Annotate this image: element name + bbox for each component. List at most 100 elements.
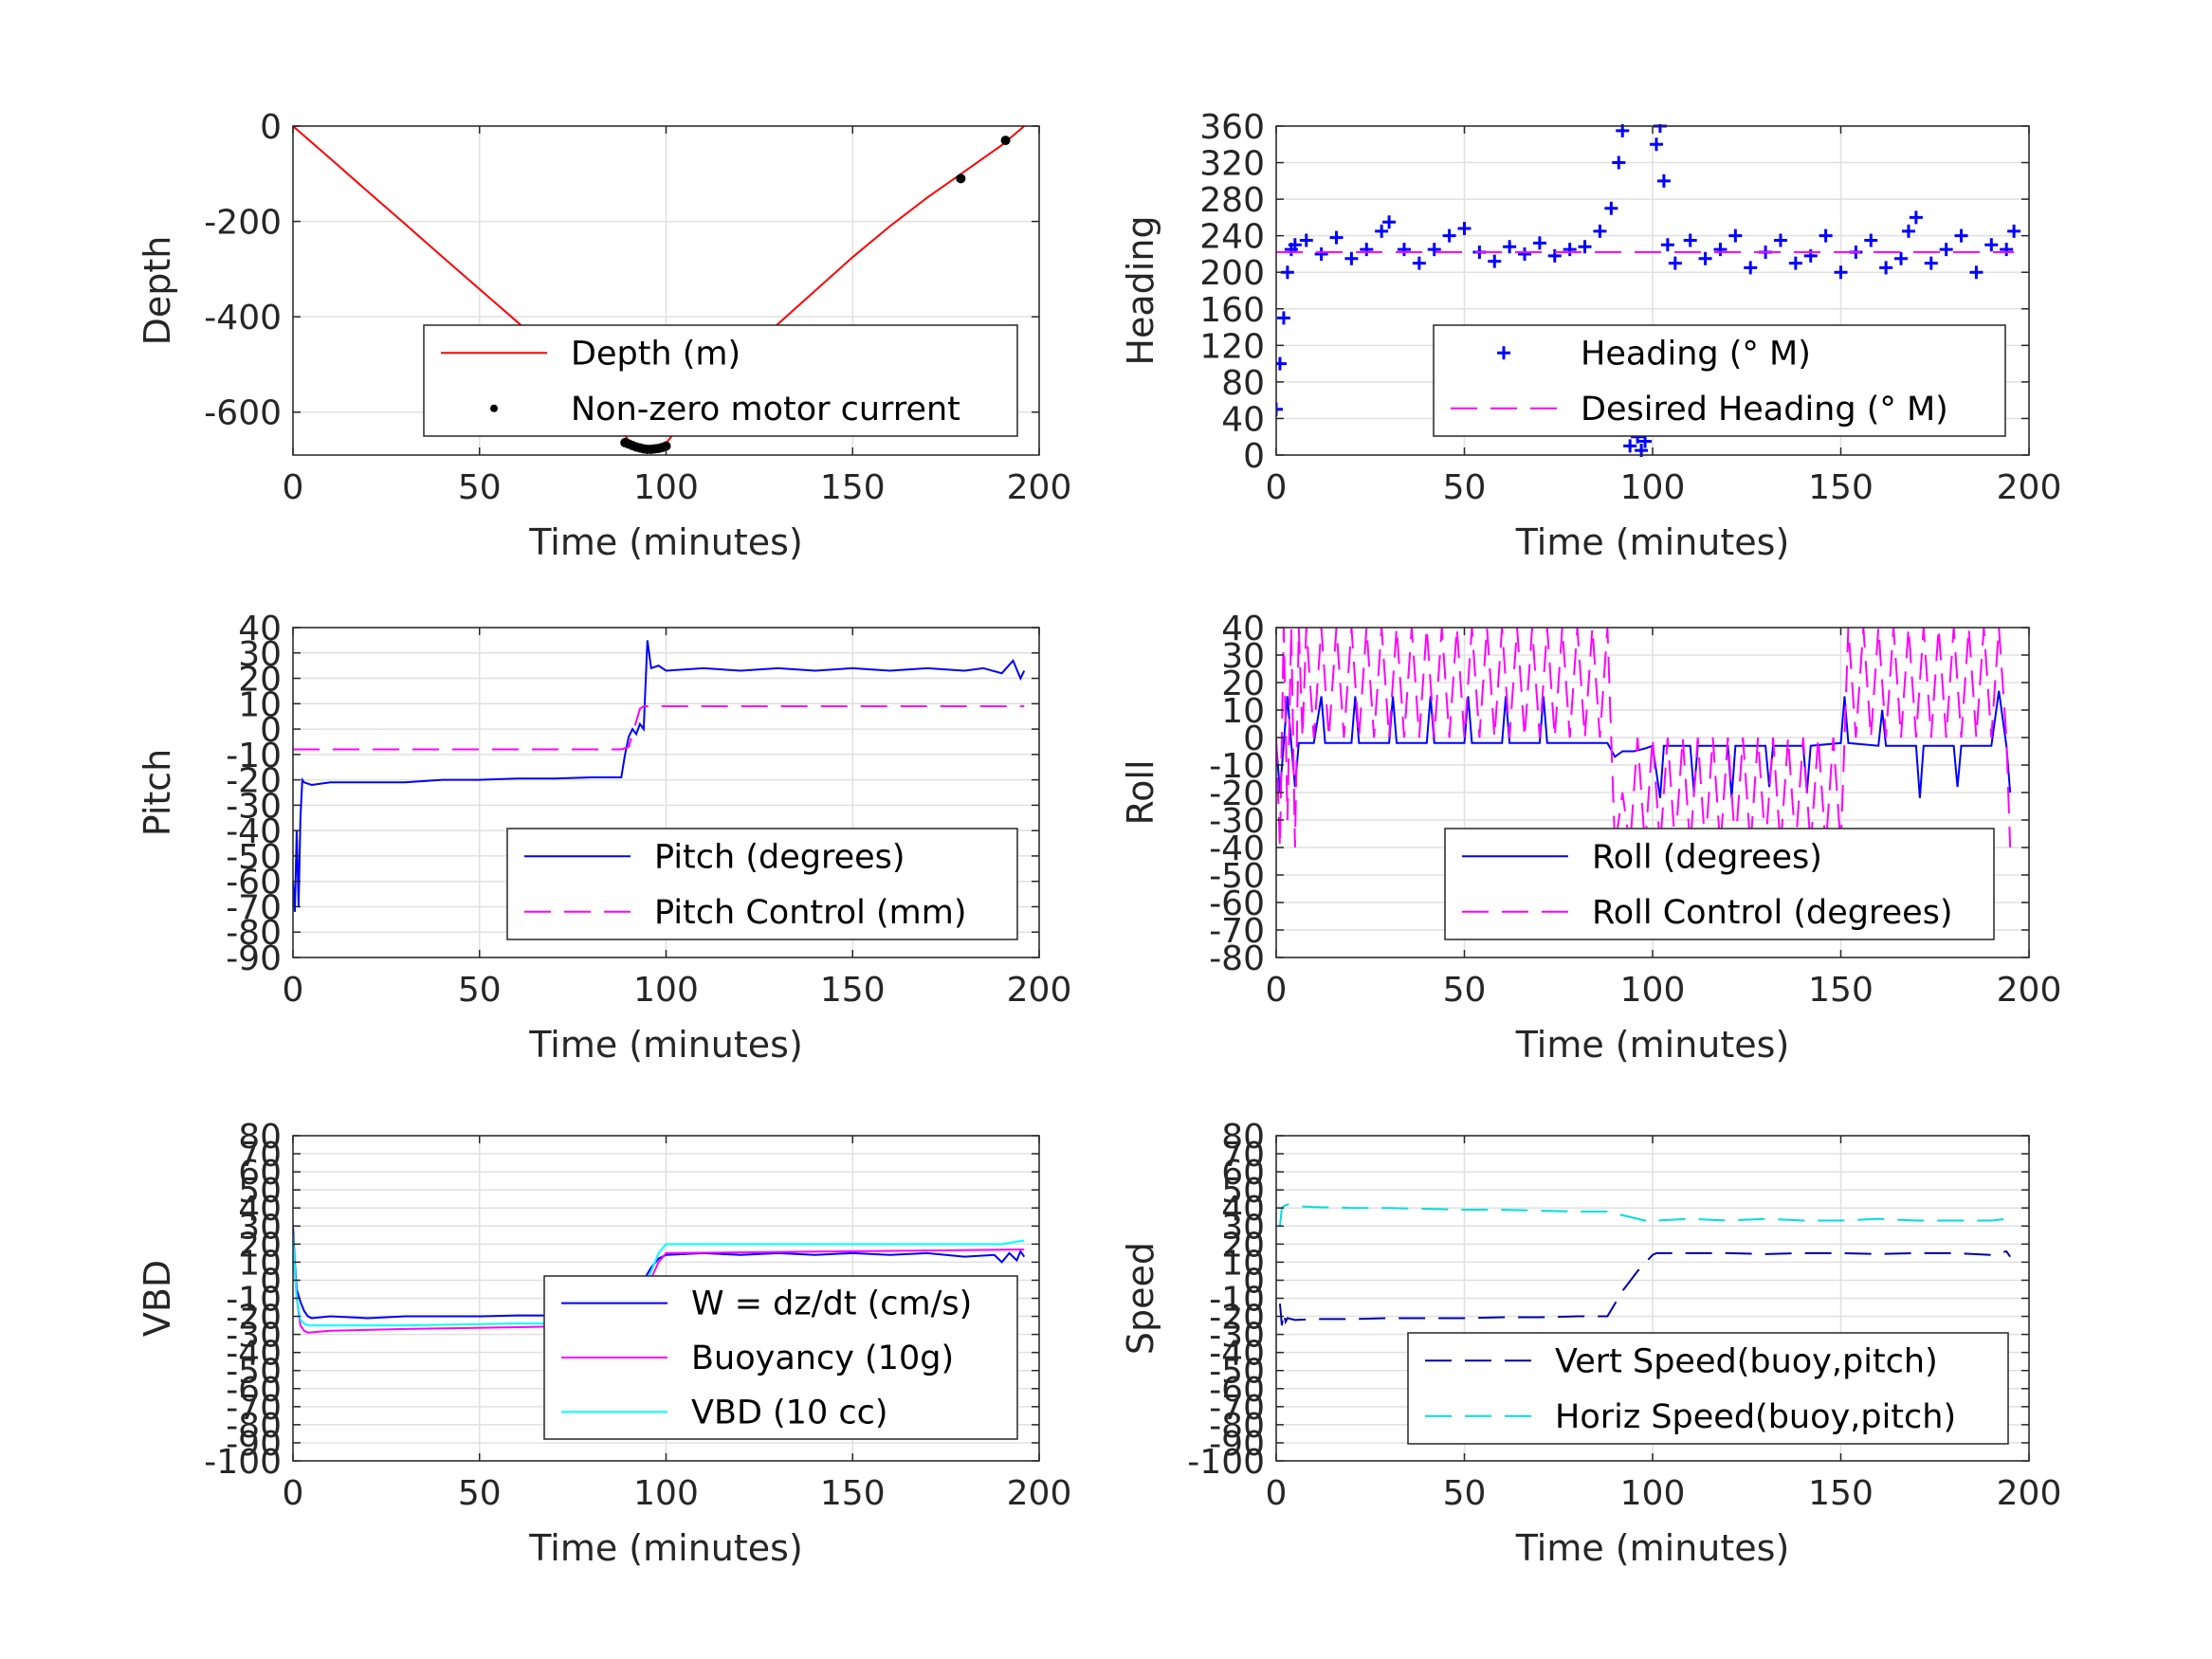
series-heading-m-point xyxy=(1638,434,1653,448)
series-heading-m-point xyxy=(1698,251,1712,265)
y-tick-label: 30 xyxy=(238,635,282,674)
legend-entry: Vert Speed(buoy,pitch) xyxy=(1555,1342,1938,1380)
series-heading-m-point xyxy=(1939,243,1953,257)
series-heading-m-point xyxy=(1773,233,1787,247)
series-heading-m-point xyxy=(1612,155,1626,170)
y-tick-label: -30 xyxy=(226,1317,282,1356)
series-heading-m-point xyxy=(1412,256,1426,270)
y-tick-label: -40 xyxy=(226,1335,282,1374)
y-axis-label: Pitch xyxy=(137,749,178,837)
x-tick-label: 50 xyxy=(1443,971,1487,1010)
y-tick-label: -30 xyxy=(1209,1317,1265,1356)
series-heading-m-point xyxy=(1427,243,1441,257)
series-heading-m-point xyxy=(1276,402,1283,416)
x-tick-label: 150 xyxy=(820,1474,886,1513)
y-axis-label: Roll xyxy=(1120,759,1161,825)
series-heading-m-point xyxy=(1488,254,1502,268)
y-tick-label: 20 xyxy=(1221,665,1265,703)
y-tick-label: -70 xyxy=(1209,1389,1265,1428)
y-tick-label: 40 xyxy=(238,610,282,648)
series-group xyxy=(1278,1203,2011,1326)
x-tick-label: 100 xyxy=(1620,1474,1686,1513)
series-non-zero-motor-current-point xyxy=(956,173,966,184)
speed-panel: 0 50 100 150 200-100-90-80-70-60-50-40-30-20… xyxy=(1120,1118,2061,1569)
series-group xyxy=(293,125,1025,454)
series-heading-m-point xyxy=(1344,251,1359,265)
x-tick-label: 100 xyxy=(633,468,699,507)
x-tick-label: 200 xyxy=(1997,1474,2062,1513)
heading-panel: 0 50 100 150 20004080120160200240280320360Ti… xyxy=(1120,108,2061,563)
legend: Vert Speed(buoy,pitch) Horiz Speed(buoy,p… xyxy=(1407,1332,2009,1445)
y-tick-label: -70 xyxy=(226,1389,282,1428)
y-tick-label: -80 xyxy=(1209,1407,1265,1446)
y-tick-label: -50 xyxy=(1209,1353,1265,1392)
y-tick-label: -100 xyxy=(1187,1443,1265,1482)
y-tick-label: 240 xyxy=(1199,218,1265,257)
series-vert-speed-buoy-pitch xyxy=(1278,1249,2011,1326)
y-tick-label: -200 xyxy=(204,204,282,243)
y-tick-label: -70 xyxy=(1209,912,1265,951)
x-tick-label: 150 xyxy=(820,971,886,1010)
series-heading-m-point xyxy=(1744,261,1758,275)
series-heading-m-point xyxy=(1457,221,1472,235)
x-tick-label: 200 xyxy=(1007,1474,1072,1513)
x-tick-label: 150 xyxy=(820,468,886,507)
legend-entry: Roll (degrees) xyxy=(1592,838,1822,876)
y-tick-label: 80 xyxy=(1221,364,1265,403)
y-tick-label: 160 xyxy=(1199,291,1265,330)
legend-entry: Desired Heading (° M) xyxy=(1581,391,1948,428)
x-tick-label: 50 xyxy=(1443,1474,1487,1513)
y-tick-label: -70 xyxy=(226,888,282,927)
y-tick-label: 120 xyxy=(1199,327,1265,366)
legend-entry: Horiz Speed(buoy,pitch) xyxy=(1555,1398,1956,1436)
y-tick-label: 50 xyxy=(1221,1172,1265,1211)
x-tick-label: 150 xyxy=(1808,971,1874,1010)
y-tick-label: -40 xyxy=(226,812,282,851)
x-tick-label: 50 xyxy=(458,468,502,507)
y-tick-label: 40 xyxy=(1221,400,1265,439)
legend-box xyxy=(1433,324,2006,437)
series-non-zero-motor-current-point xyxy=(661,441,671,451)
series-pitch-degrees xyxy=(293,640,1026,912)
y-tick-label: 80 xyxy=(1221,1118,1265,1157)
series-group xyxy=(293,640,1026,912)
y-tick-label: 280 xyxy=(1199,181,1265,220)
y-tick-label: 0 xyxy=(260,711,282,750)
y-tick-label: 30 xyxy=(1221,637,1265,676)
y-tick-label: -10 xyxy=(226,1281,282,1320)
series-heading-m-point xyxy=(1819,228,1833,243)
series-heading-m-point xyxy=(2007,224,2021,238)
legend-entry: Pitch Control (mm) xyxy=(654,894,966,932)
x-tick-label: 200 xyxy=(1997,971,2062,1010)
series-heading-m-point xyxy=(1288,238,1302,252)
series-heading-m-point xyxy=(1788,256,1802,270)
series-heading-m-point xyxy=(1329,230,1344,245)
y-tick-label: 20 xyxy=(1221,1226,1265,1265)
series-heading-m-point xyxy=(1397,243,1411,257)
y-tick-label: -10 xyxy=(1209,1281,1265,1320)
series-heading-m-point xyxy=(1532,236,1546,250)
y-tick-label: -80 xyxy=(1209,939,1265,978)
series-heading-m-point xyxy=(1578,240,1592,254)
y-tick-label: -600 xyxy=(204,394,282,433)
y-tick-label: 0 xyxy=(1243,720,1265,758)
y-tick-label: -80 xyxy=(226,1407,282,1446)
y-tick-label: -100 xyxy=(204,1443,282,1482)
y-tick-label: -60 xyxy=(1209,884,1265,923)
x-tick-label: 200 xyxy=(1997,468,2062,507)
y-tick-label: -30 xyxy=(226,787,282,826)
series-heading-m-point xyxy=(1656,173,1671,188)
series-heading-m-point xyxy=(1547,248,1562,263)
series-heading-m-point xyxy=(2000,243,2014,257)
x-tick-label: 100 xyxy=(633,971,699,1010)
x-axis-label: Time (minutes) xyxy=(528,1527,803,1569)
legend: Heading (° M) Desired Heading (° M) xyxy=(1433,324,2006,437)
legend-box xyxy=(423,324,1018,437)
series-heading-m-point xyxy=(1901,224,1915,238)
y-axis-label: Speed xyxy=(1120,1242,1161,1355)
x-tick-label: 50 xyxy=(458,1474,502,1513)
y-tick-label: 40 xyxy=(1221,610,1265,648)
y-tick-label: 0 xyxy=(1243,437,1265,476)
series-horiz-speed-buoy-pitch xyxy=(1278,1203,2011,1227)
series-heading-m-point xyxy=(1382,215,1397,229)
